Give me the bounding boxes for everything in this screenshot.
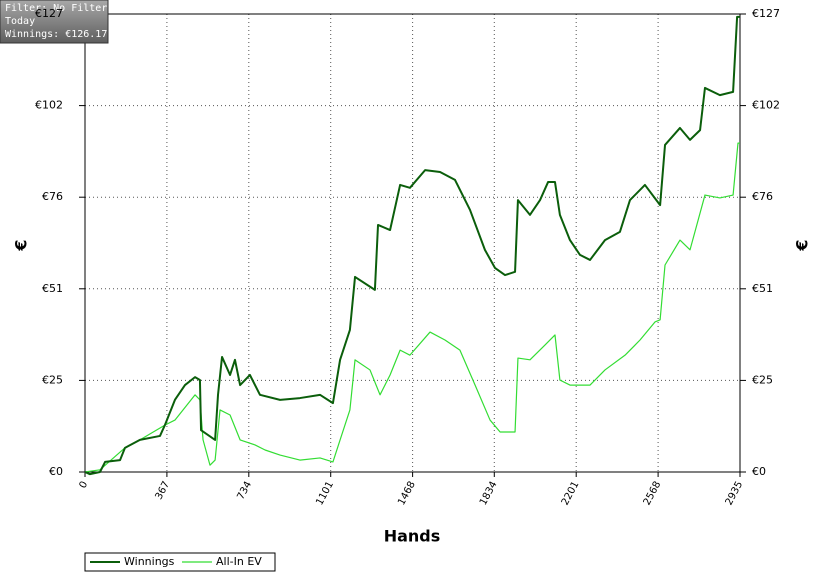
x-tick-label: 0 bbox=[78, 480, 91, 491]
plot-area bbox=[79, 13, 746, 477]
y2-axis-label: € bbox=[793, 239, 812, 251]
y-tick-label: €127 bbox=[35, 7, 63, 20]
y2-tick-label: €51 bbox=[752, 282, 773, 295]
y2-tick-label: €25 bbox=[752, 373, 773, 386]
series-line bbox=[84, 142, 740, 473]
y-tick-label: €25 bbox=[42, 373, 63, 386]
x-axis-label: Hands bbox=[384, 527, 441, 546]
y-tick-label: €0 bbox=[49, 465, 63, 478]
y2-tick-label: €127 bbox=[752, 7, 780, 20]
y-tick-label: €51 bbox=[42, 282, 63, 295]
info-box bbox=[0, 0, 109, 44]
legend bbox=[84, 552, 276, 572]
y-tick-label: €102 bbox=[35, 99, 63, 112]
info-period: Today bbox=[5, 16, 35, 27]
y2-tick-label: €0 bbox=[752, 465, 766, 478]
info-winnings: Winnings: €126.17 bbox=[5, 29, 107, 40]
y-axis-label: € bbox=[12, 239, 31, 251]
y2-tick-label: €76 bbox=[752, 190, 773, 203]
y-tick-label: €76 bbox=[42, 190, 63, 203]
legend-label: Winnings bbox=[124, 555, 175, 568]
y2-tick-label: €102 bbox=[752, 99, 780, 112]
info-filter: Filter: No Filter bbox=[5, 3, 107, 14]
series-line bbox=[84, 15, 740, 476]
legend-label: All-In EV bbox=[216, 555, 262, 568]
